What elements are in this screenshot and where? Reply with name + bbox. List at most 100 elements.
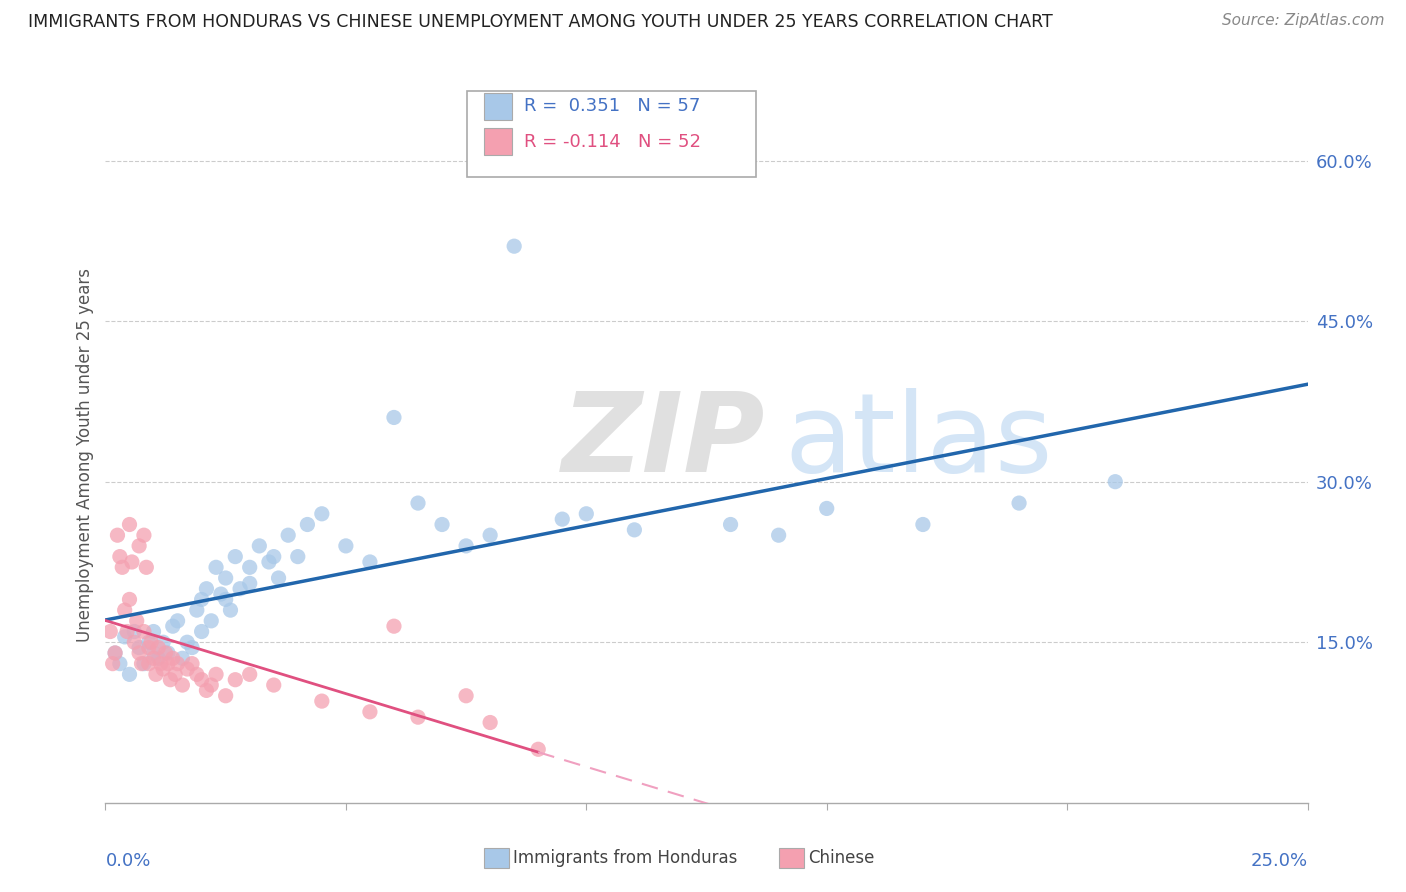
Point <box>181 657 204 671</box>
Point <box>138 657 160 671</box>
Point <box>131 657 153 671</box>
Point <box>479 528 502 542</box>
Point <box>239 560 262 574</box>
Point <box>138 635 160 649</box>
Point <box>162 619 184 633</box>
Point <box>503 239 526 253</box>
Point <box>214 571 236 585</box>
Point <box>166 614 188 628</box>
Text: 0.0%: 0.0% <box>105 852 150 870</box>
Point <box>139 635 162 649</box>
Point <box>287 549 309 564</box>
Point <box>121 555 143 569</box>
Point <box>114 630 136 644</box>
Point <box>128 539 150 553</box>
Point <box>176 635 198 649</box>
Point <box>382 619 405 633</box>
Point <box>479 715 502 730</box>
Point <box>382 410 405 425</box>
Point <box>239 667 262 681</box>
Point <box>104 646 127 660</box>
Point <box>551 512 574 526</box>
Text: ZIP: ZIP <box>562 387 766 494</box>
Point <box>142 624 165 639</box>
Point <box>124 624 146 639</box>
Point <box>186 603 208 617</box>
Text: Immigrants from Honduras: Immigrants from Honduras <box>513 849 738 867</box>
Point <box>172 651 194 665</box>
Point <box>195 683 218 698</box>
Point <box>156 646 179 660</box>
Point <box>128 640 150 655</box>
Text: IMMIGRANTS FROM HONDURAS VS CHINESE UNEMPLOYMENT AMONG YOUTH UNDER 25 YEARS CORR: IMMIGRANTS FROM HONDURAS VS CHINESE UNEM… <box>28 13 1053 31</box>
Point <box>911 517 934 532</box>
Point <box>430 517 453 532</box>
Point <box>209 587 232 601</box>
Point <box>454 539 477 553</box>
Point <box>205 560 228 574</box>
Point <box>114 603 136 617</box>
Point <box>155 646 177 660</box>
Point <box>128 646 150 660</box>
Point <box>815 501 838 516</box>
Point <box>132 528 155 542</box>
Y-axis label: Unemployment Among Youth under 25 years: Unemployment Among Youth under 25 years <box>76 268 94 642</box>
Point <box>118 667 141 681</box>
Point <box>190 592 212 607</box>
Point <box>406 710 429 724</box>
Point <box>239 576 262 591</box>
Point <box>224 673 246 687</box>
Point <box>181 640 204 655</box>
Text: 25.0%: 25.0% <box>1250 852 1308 870</box>
Point <box>166 657 188 671</box>
Point <box>111 560 134 574</box>
Point <box>118 592 141 607</box>
Point <box>454 689 477 703</box>
Point <box>267 571 290 585</box>
Point <box>229 582 252 596</box>
Text: R = -0.114   N = 52: R = -0.114 N = 52 <box>524 133 702 151</box>
Point <box>149 657 172 671</box>
Point <box>186 667 208 681</box>
Point <box>115 624 138 639</box>
Point <box>132 657 155 671</box>
Point <box>1104 475 1126 489</box>
Point <box>359 555 381 569</box>
Point <box>768 528 790 542</box>
Point <box>214 689 236 703</box>
Point <box>297 517 319 532</box>
Point <box>165 667 187 681</box>
Point <box>159 673 181 687</box>
Point <box>138 640 160 655</box>
Point <box>108 549 131 564</box>
Point <box>172 678 194 692</box>
Point <box>125 614 148 628</box>
Point <box>205 667 228 681</box>
Point <box>1008 496 1031 510</box>
Point <box>263 678 285 692</box>
Point <box>406 496 429 510</box>
Point <box>101 657 124 671</box>
Point <box>575 507 598 521</box>
Point <box>135 560 157 574</box>
Point <box>200 678 222 692</box>
Point <box>257 555 280 569</box>
Point <box>162 651 184 665</box>
Point <box>311 694 333 708</box>
Point <box>152 662 174 676</box>
Point <box>247 539 270 553</box>
Point <box>108 657 131 671</box>
Point <box>145 667 167 681</box>
Point <box>152 635 174 649</box>
Point <box>359 705 381 719</box>
Point <box>277 528 299 542</box>
Point <box>132 624 155 639</box>
Point <box>527 742 550 756</box>
Point <box>107 528 129 542</box>
Point <box>720 517 742 532</box>
Point <box>156 657 179 671</box>
Point <box>104 646 127 660</box>
Point <box>195 582 218 596</box>
Point <box>311 507 333 521</box>
Point <box>190 673 212 687</box>
